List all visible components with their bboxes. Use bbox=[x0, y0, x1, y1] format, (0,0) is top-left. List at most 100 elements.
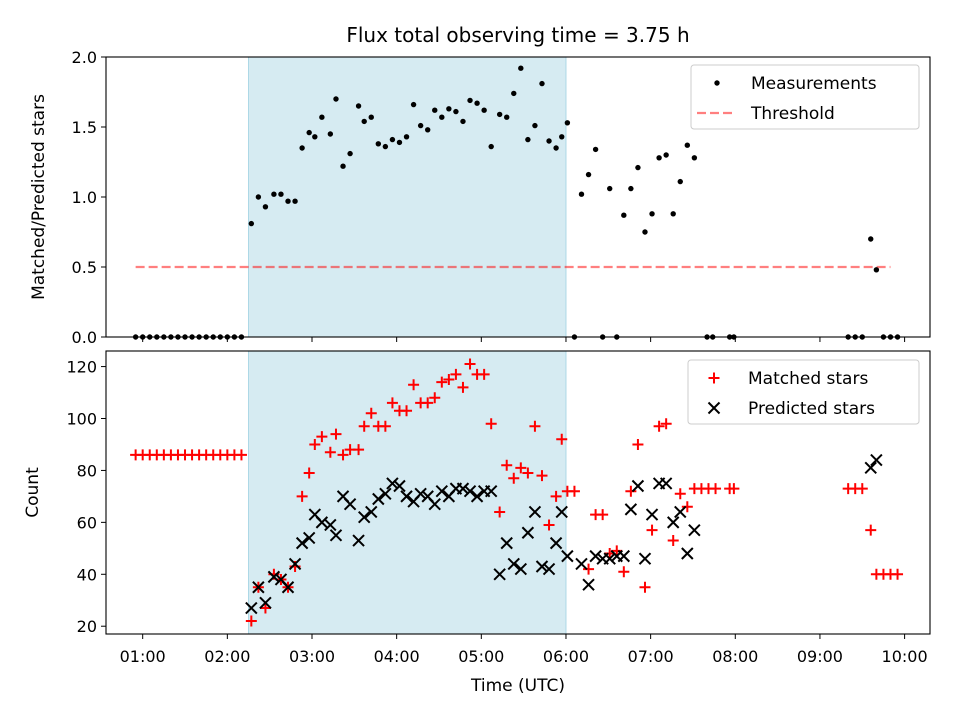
measurement-point bbox=[481, 107, 487, 113]
predicted-star-point bbox=[864, 461, 877, 475]
y-tick-label: 80 bbox=[77, 461, 97, 480]
matched-star-point bbox=[583, 563, 595, 575]
predicted-star-point bbox=[555, 505, 568, 519]
matched-star-point bbox=[653, 420, 665, 432]
measurement-point bbox=[553, 145, 559, 151]
bottom-axes-frame bbox=[105, 350, 931, 635]
measurement-point bbox=[635, 164, 641, 171]
y-tick-label: 0.0 bbox=[72, 328, 97, 347]
matched-star-point bbox=[865, 524, 877, 536]
y-tick-label: 60 bbox=[77, 513, 97, 532]
predicted-star-point bbox=[365, 505, 378, 519]
x-tick-label: 07:00 bbox=[628, 647, 674, 666]
observing-window-shade-bottom bbox=[248, 350, 567, 635]
measurement-point bbox=[403, 134, 410, 140]
chart-title: Flux total observing time = 3.75 h bbox=[346, 23, 689, 47]
predicted-star-point bbox=[617, 549, 631, 563]
measurement-point bbox=[389, 136, 396, 143]
matched-star-point bbox=[667, 535, 679, 547]
measurement-point bbox=[868, 236, 874, 242]
predicted-star-point bbox=[493, 568, 506, 581]
predicted-star-point bbox=[400, 490, 413, 503]
matched-star-point bbox=[259, 602, 271, 614]
x-tick-label: 10:00 bbox=[882, 647, 928, 666]
measurement-point bbox=[564, 120, 571, 126]
matched-star-point bbox=[358, 420, 370, 432]
observing-window-shade-top bbox=[248, 56, 567, 338]
predicted-star-point bbox=[631, 479, 645, 493]
matched-star-point bbox=[457, 381, 469, 393]
measurement-point bbox=[417, 122, 424, 129]
predicted-star-point bbox=[245, 601, 258, 615]
predicted-star-point bbox=[288, 557, 302, 571]
matched-star-point bbox=[501, 459, 513, 471]
predicted-star-point bbox=[302, 531, 316, 545]
top-y-axis: 0.0 0.5 1.0 1.5 2.0 bbox=[72, 48, 106, 347]
measurement-point bbox=[628, 185, 634, 192]
predicted-star-point bbox=[514, 562, 528, 576]
matched-star-point bbox=[556, 433, 568, 445]
measurement-point bbox=[446, 106, 452, 112]
legend-box bbox=[690, 64, 920, 130]
legend-label: Measurements bbox=[751, 74, 877, 94]
top-x-axis bbox=[142, 337, 906, 342]
matched-star-point bbox=[710, 483, 722, 495]
predicted-star-point bbox=[645, 508, 659, 521]
matched-star-point bbox=[245, 615, 257, 627]
matched-star-point bbox=[422, 397, 434, 409]
measurement-point bbox=[518, 65, 524, 71]
predicted-star-point bbox=[674, 505, 687, 519]
matched-star-point bbox=[625, 485, 637, 497]
matched-star-point bbox=[443, 374, 455, 386]
measurement-point bbox=[642, 229, 648, 235]
x-tick-label: 08:00 bbox=[712, 647, 758, 666]
x-tick-label: 04:00 bbox=[374, 647, 420, 666]
measurement-point bbox=[474, 100, 480, 106]
measurement-point bbox=[607, 185, 613, 192]
predicted-star-point bbox=[542, 562, 556, 576]
predicted-star-point bbox=[638, 552, 652, 565]
matched-star-point bbox=[464, 358, 476, 370]
predicted-star-point bbox=[535, 560, 549, 573]
legend-label: Threshold bbox=[750, 104, 835, 124]
predicted-star-point bbox=[624, 503, 638, 516]
measurement-point bbox=[496, 111, 503, 118]
matched-star-point bbox=[568, 485, 580, 497]
measurement-point bbox=[271, 191, 277, 197]
predicted-star-point bbox=[267, 570, 281, 584]
predicted-star-point bbox=[549, 536, 563, 550]
measurement-point bbox=[439, 114, 445, 120]
predicted-star-point bbox=[315, 516, 329, 529]
predicted-star-point bbox=[428, 497, 441, 511]
measurement-point bbox=[592, 146, 599, 153]
measurement-point bbox=[355, 103, 362, 109]
bottom-legend: Matched stars Predicted stars bbox=[687, 359, 920, 425]
measurement-point bbox=[382, 143, 389, 150]
measurement-point bbox=[559, 134, 565, 140]
measurement-point bbox=[396, 139, 403, 146]
x-tick-label: 01:00 bbox=[120, 647, 166, 666]
matched-star-point bbox=[337, 449, 349, 461]
count-points bbox=[130, 358, 904, 627]
top-y-axis-label: Matched/Predicted stars bbox=[29, 94, 49, 300]
top-panel: 0.00.51.01.52.0 Matched/Predicted stars … bbox=[29, 48, 931, 347]
y-tick-label: 1.0 bbox=[72, 188, 97, 207]
predicted-star-point bbox=[507, 557, 520, 571]
matched-star-point bbox=[485, 418, 497, 430]
matched-star-point bbox=[515, 462, 527, 474]
matched-star-point bbox=[296, 490, 308, 502]
predicted-star-point bbox=[343, 497, 357, 511]
measurement-point bbox=[368, 114, 374, 120]
matched-star-point bbox=[450, 368, 462, 380]
matched-star-point bbox=[618, 566, 630, 578]
x-tick-label: 03:00 bbox=[289, 647, 335, 666]
measurement-point bbox=[306, 129, 312, 136]
legend-label: Predicted stars bbox=[748, 399, 875, 419]
measurement-point bbox=[347, 150, 353, 157]
predicted-star-point bbox=[688, 523, 701, 537]
measurement-point bbox=[578, 191, 585, 197]
matched-star-point bbox=[646, 524, 658, 536]
measurement-point bbox=[424, 127, 431, 133]
matched-star-point bbox=[550, 490, 562, 502]
matched-star-point bbox=[508, 472, 520, 484]
